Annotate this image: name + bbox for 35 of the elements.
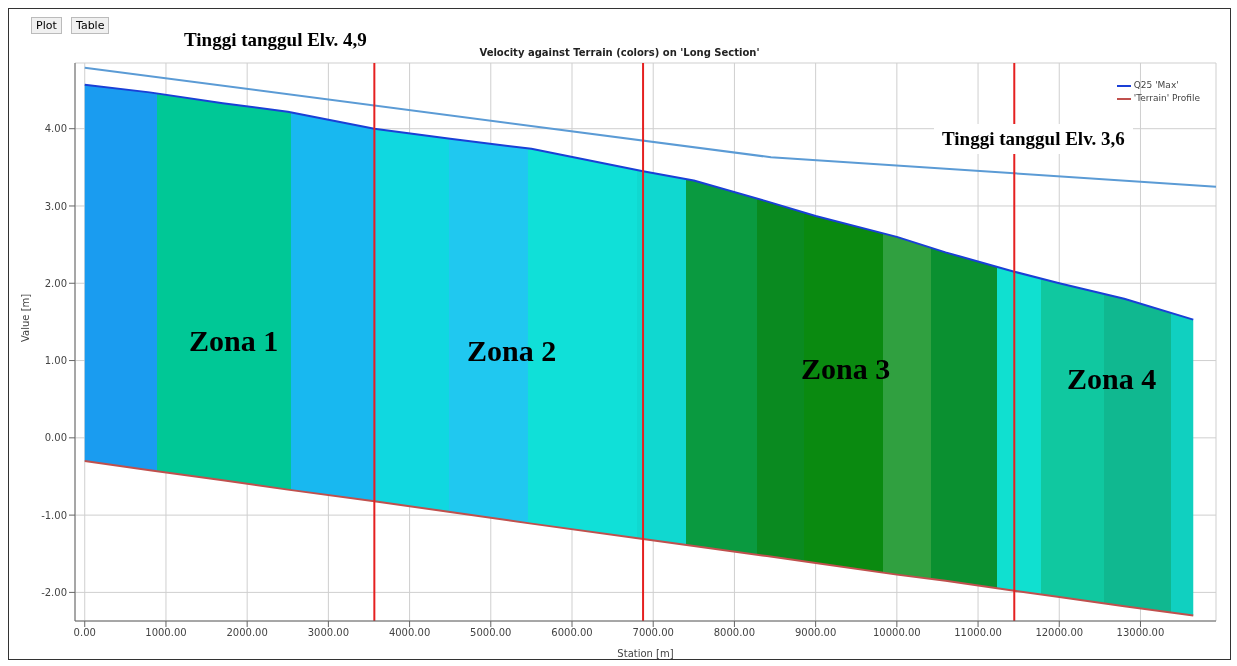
x-tick-label: 0.00 [73, 627, 96, 639]
x-tick-label: 11000.00 [954, 627, 1002, 639]
y-tick-label: -2.00 [41, 586, 67, 598]
annotation: Zona 3 [801, 352, 891, 386]
y-tick-label: 2.00 [44, 277, 67, 289]
legend-label: 'Terrain' Profile [1133, 92, 1200, 105]
y-tick-label: 4.00 [44, 123, 67, 135]
y-axis-title: Value [m] [19, 293, 31, 342]
legend-label: Q25 'Max' [1133, 79, 1179, 92]
line-series [83, 460, 1195, 617]
x-axis-title: Station [m] [617, 648, 674, 659]
x-tick-label: 1000.00 [145, 627, 187, 639]
annotation: Zona 2 [467, 334, 557, 368]
x-tick-label: 9000.00 [794, 627, 837, 639]
y-tick-label: 3.00 [44, 200, 67, 212]
x-tick-label: 6000.00 [551, 627, 593, 639]
y-tick-label: 1.00 [44, 355, 67, 367]
x-tick-label: 8000.00 [713, 627, 756, 639]
x-tick-label: 13000.00 [1116, 627, 1165, 639]
x-tick-label: 2000.00 [226, 627, 268, 639]
x-tick-label: 5000.00 [470, 627, 512, 639]
annotation: Tinggi tanggul Elv. 3,6 [934, 124, 1133, 154]
y-tick-label: 0.00 [44, 432, 67, 444]
x-tick-label: 7000.00 [632, 627, 674, 639]
chart-title: Velocity against Terrain (colors) on 'Long Section' [479, 47, 760, 58]
x-tick-label: 3000.00 [307, 627, 350, 639]
y-tick-label: -1.00 [41, 509, 67, 521]
text: Plot [31, 17, 62, 34]
text: Tinggi tanggul Elv. 4,9 [184, 29, 367, 51]
x-tick-label: 10000.00 [872, 627, 921, 639]
annotation: Zona 4 [1067, 362, 1157, 396]
x-tick-label: 12000.00 [1035, 627, 1084, 639]
annotation: Zona 1 [189, 324, 279, 358]
x-tick-label: 4000.00 [388, 627, 431, 639]
text: Table [71, 17, 110, 34]
